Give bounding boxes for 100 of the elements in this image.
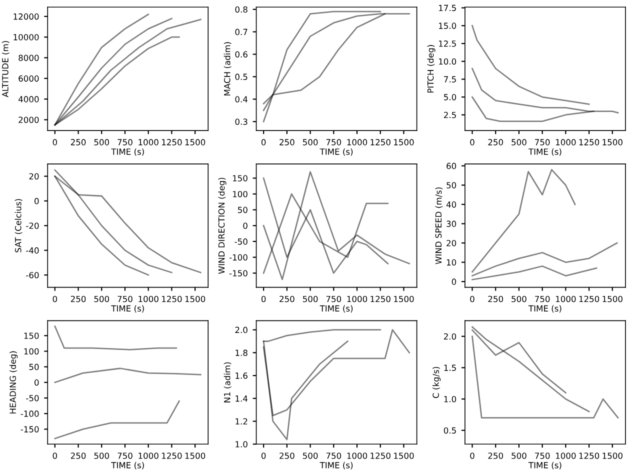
- x-tick-label: 500: [94, 452, 110, 459]
- y-tick-label: 7.5: [444, 76, 456, 82]
- x-tick-label: 1250: [162, 452, 182, 459]
- x-tick-label: 500: [512, 296, 526, 302]
- y-tick-label: -100: [229, 254, 248, 261]
- y-tick-label: 0.3: [235, 118, 248, 125]
- x-tick-label: 1500: [394, 452, 414, 459]
- x-tick-label: 1500: [394, 296, 414, 302]
- x-tick-label: 1250: [370, 296, 390, 302]
- x-tick-label: 750: [535, 452, 550, 459]
- y-tick-label: 17.5: [438, 4, 456, 12]
- x-tick-label: 0: [261, 452, 266, 459]
- y-tick-label: 30: [446, 220, 456, 227]
- y-tick-label: 0: [34, 379, 39, 386]
- y-tick-label: 10: [446, 259, 456, 266]
- y-tick-label: 0.8: [235, 6, 248, 13]
- y-tick-label: 1.4: [236, 395, 248, 402]
- x-tick-label: 1500: [185, 139, 206, 146]
- x-tick-label: 1250: [579, 452, 600, 459]
- x-tick-label: 250: [488, 139, 504, 146]
- x-tick-label: 250: [70, 452, 86, 459]
- x-axis-title: TIME (s): [111, 148, 144, 156]
- x-tick-label: 1250: [579, 139, 600, 146]
- y-tick-label: 2.0: [235, 326, 248, 334]
- x-tick-label: 0: [470, 139, 474, 146]
- x-axis-title: TIME (s): [111, 462, 144, 470]
- x-tick-label: 500: [302, 452, 318, 459]
- y-tick-label: -100: [20, 410, 39, 417]
- x-tick-label: 1500: [394, 139, 414, 146]
- y-axis-title: WIND DIRECTION (deg): [218, 178, 226, 274]
- y-tick-label: 2000: [18, 116, 39, 124]
- x-tick-label: 1000: [556, 296, 576, 302]
- y-axis-title: MACH (adim): [224, 42, 232, 96]
- y-tick-label: 1.2: [236, 418, 248, 424]
- y-tick-label: 100: [232, 190, 248, 198]
- y-axis-title: ALTITUDE (m): [2, 41, 10, 98]
- x-tick-label: 500: [94, 296, 110, 302]
- y-tick-label: 0: [452, 278, 456, 285]
- y-tick-label: 100: [24, 348, 39, 355]
- y-tick-label: 10.0: [438, 58, 456, 65]
- y-tick-label: 150: [24, 332, 39, 339]
- y-tick-label: 1.0: [444, 396, 456, 402]
- y-tick-label: 0.5: [444, 427, 456, 434]
- y-axis-title: WIND SPEED (m/s): [435, 188, 443, 264]
- x-tick-label: 1000: [556, 452, 576, 459]
- x-tick-label: 750: [118, 139, 132, 146]
- x-tick-label: 250: [488, 296, 504, 302]
- x-tick-label: 250: [70, 139, 86, 146]
- y-axis-title: SAT (Celcius): [14, 199, 22, 252]
- x-tick-label: 1000: [138, 452, 158, 459]
- x-tick-label: 1500: [602, 452, 622, 459]
- y-axis-title: C (kg/s): [432, 367, 441, 398]
- x-tick-label: 250: [488, 452, 504, 459]
- y-axis-title: N1 (adim): [224, 362, 232, 402]
- y-tick-label: -150: [229, 270, 248, 276]
- y-tick-label: 0: [243, 222, 248, 229]
- x-axis-title: TIME (s): [528, 462, 562, 470]
- x-tick-label: 500: [302, 139, 318, 146]
- x-tick-label: 750: [326, 296, 342, 302]
- x-tick-label: 1500: [602, 296, 622, 302]
- x-tick-label: 500: [94, 139, 110, 146]
- y-tick-label: 0.4: [235, 96, 248, 102]
- x-tick-label: 0: [52, 296, 58, 302]
- x-tick-label: 1000: [556, 139, 576, 146]
- y-tick-label: 4000: [18, 96, 39, 102]
- x-axis-title: TIME (s): [320, 305, 353, 313]
- x-tick-label: 250: [70, 296, 86, 302]
- y-tick-label: 50: [29, 364, 39, 370]
- x-tick-label: 1250: [162, 296, 182, 302]
- x-tick-label: 250: [280, 452, 294, 459]
- x-axis-title: TIME (s): [528, 148, 562, 156]
- x-axis-title: TIME (s): [528, 305, 562, 313]
- y-tick-label: 12000: [14, 13, 39, 20]
- x-tick-label: 250: [280, 139, 294, 146]
- y-tick-label: 1.8: [236, 350, 248, 356]
- y-axis-title: PITCH (deg): [427, 45, 436, 93]
- x-tick-label: 0: [470, 452, 474, 459]
- y-tick-label: -20: [26, 222, 39, 229]
- x-tick-label: 1500: [185, 296, 206, 302]
- y-tick-label: 150: [232, 175, 248, 182]
- x-tick-label: 0: [52, 452, 58, 459]
- x-tick-label: 500: [512, 139, 526, 146]
- y-tick-label: 0.6: [235, 51, 248, 58]
- x-tick-label: 1000: [347, 452, 368, 459]
- x-tick-label: 1000: [347, 296, 368, 302]
- x-tick-label: 750: [118, 452, 132, 459]
- x-axis-title: TIME (s): [320, 148, 353, 156]
- x-tick-label: 0: [261, 139, 266, 146]
- x-tick-label: 500: [302, 296, 318, 302]
- x-tick-label: 1000: [138, 296, 158, 302]
- x-tick-label: 750: [535, 139, 550, 146]
- y-tick-label: -150: [20, 426, 39, 432]
- y-tick-label: 20: [446, 240, 456, 246]
- x-tick-label: 0: [52, 139, 58, 146]
- y-tick-label: 1.5: [444, 364, 456, 371]
- x-tick-label: 750: [535, 296, 550, 302]
- y-tick-label: 12.5: [438, 40, 456, 47]
- y-tick-label: 2.0: [444, 333, 456, 340]
- x-tick-label: 750: [326, 452, 342, 459]
- x-tick-label: 250: [280, 296, 294, 302]
